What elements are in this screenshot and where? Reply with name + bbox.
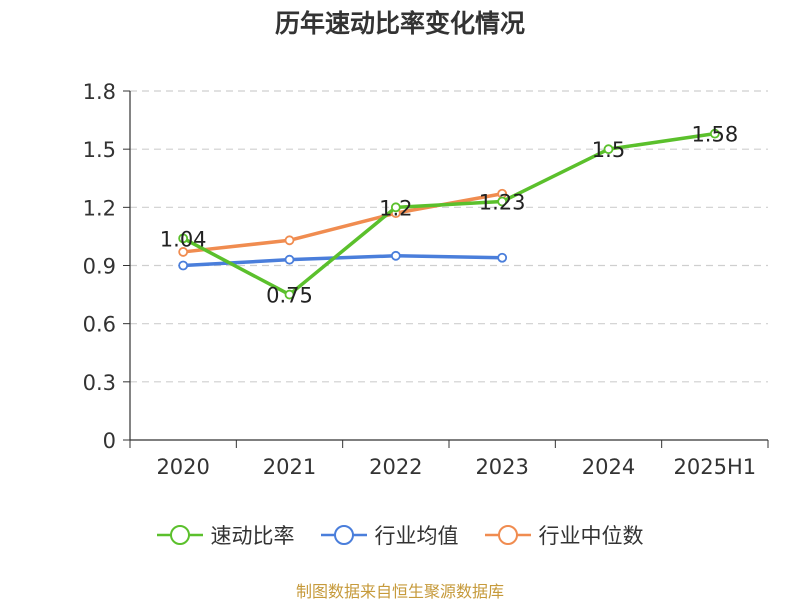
- data-point: [284, 254, 295, 265]
- legend-label-industry-median: 行业中位数: [538, 524, 644, 548]
- x-tick-label: 2025H1: [674, 455, 757, 479]
- legend: 速动比率 行业均值 行业中位数: [0, 520, 800, 550]
- legend-marker-industry-median-icon: [484, 525, 531, 545]
- y-tick-label: 0.6: [83, 313, 116, 337]
- y-tick-label: 0.9: [83, 255, 116, 279]
- legend-marker-industry-mean-icon: [320, 525, 367, 545]
- data-label: 1.23: [479, 191, 526, 215]
- chart-title: 历年速动比率变化情况: [274, 9, 525, 38]
- y-tick-label: 1.8: [83, 80, 116, 104]
- source-note: 制图数据来自恒生聚源数据库: [295, 582, 504, 601]
- data-label: 1.58: [691, 123, 738, 147]
- series-line: [181, 254, 504, 268]
- x-tick-label: 2024: [582, 455, 635, 479]
- legend-item-industry-median[interactable]: 行业中位数: [484, 520, 644, 550]
- data-label: 1.04: [160, 227, 207, 251]
- data-point: [284, 289, 295, 300]
- x-tick-label: 2021: [263, 455, 316, 479]
- y-tick-label: 1.5: [83, 138, 116, 162]
- x-tick-label: 2023: [475, 455, 528, 479]
- y-tick-label: 0.3: [83, 371, 116, 395]
- x-tick-label: 2020: [156, 455, 209, 479]
- label-layer: 1.04 0.75 1.2 1.23 1.5 1.58: [160, 123, 738, 308]
- data-point: [497, 252, 508, 263]
- legend-label-industry-mean: 行业均值: [374, 524, 459, 548]
- data-point: [497, 196, 508, 207]
- legend-item-quick-ratio[interactable]: 速动比率: [156, 520, 295, 550]
- data-point: [390, 250, 401, 261]
- data-point: [284, 235, 295, 246]
- data-point: [178, 233, 189, 244]
- data-point: [178, 247, 189, 257]
- data-label: 1.2: [379, 196, 412, 220]
- data-label: 0.75: [266, 284, 313, 308]
- grid-layer: [130, 90, 768, 383]
- series-layer: [178, 128, 720, 300]
- data-label: 1.5: [592, 138, 625, 162]
- data-point: [603, 144, 614, 155]
- data-point: [709, 128, 720, 139]
- y-tick-label: 1.2: [83, 196, 116, 220]
- series-line: [181, 131, 717, 297]
- data-point: [178, 260, 189, 271]
- legend-label-quick-ratio: 速动比率: [210, 524, 295, 548]
- legend-marker-quick-ratio-icon: [156, 525, 203, 545]
- axis-layer: 0 0.3 0.6 0.9 1.2 1.5 1.8 2020 2021 2022 2023 2024 2…: [83, 80, 769, 479]
- data-point: [390, 202, 401, 213]
- legend-item-industry-mean[interactable]: 行业均值: [320, 520, 459, 550]
- x-tick-label: 2022: [369, 455, 422, 479]
- y-tick-label: 0: [103, 429, 116, 453]
